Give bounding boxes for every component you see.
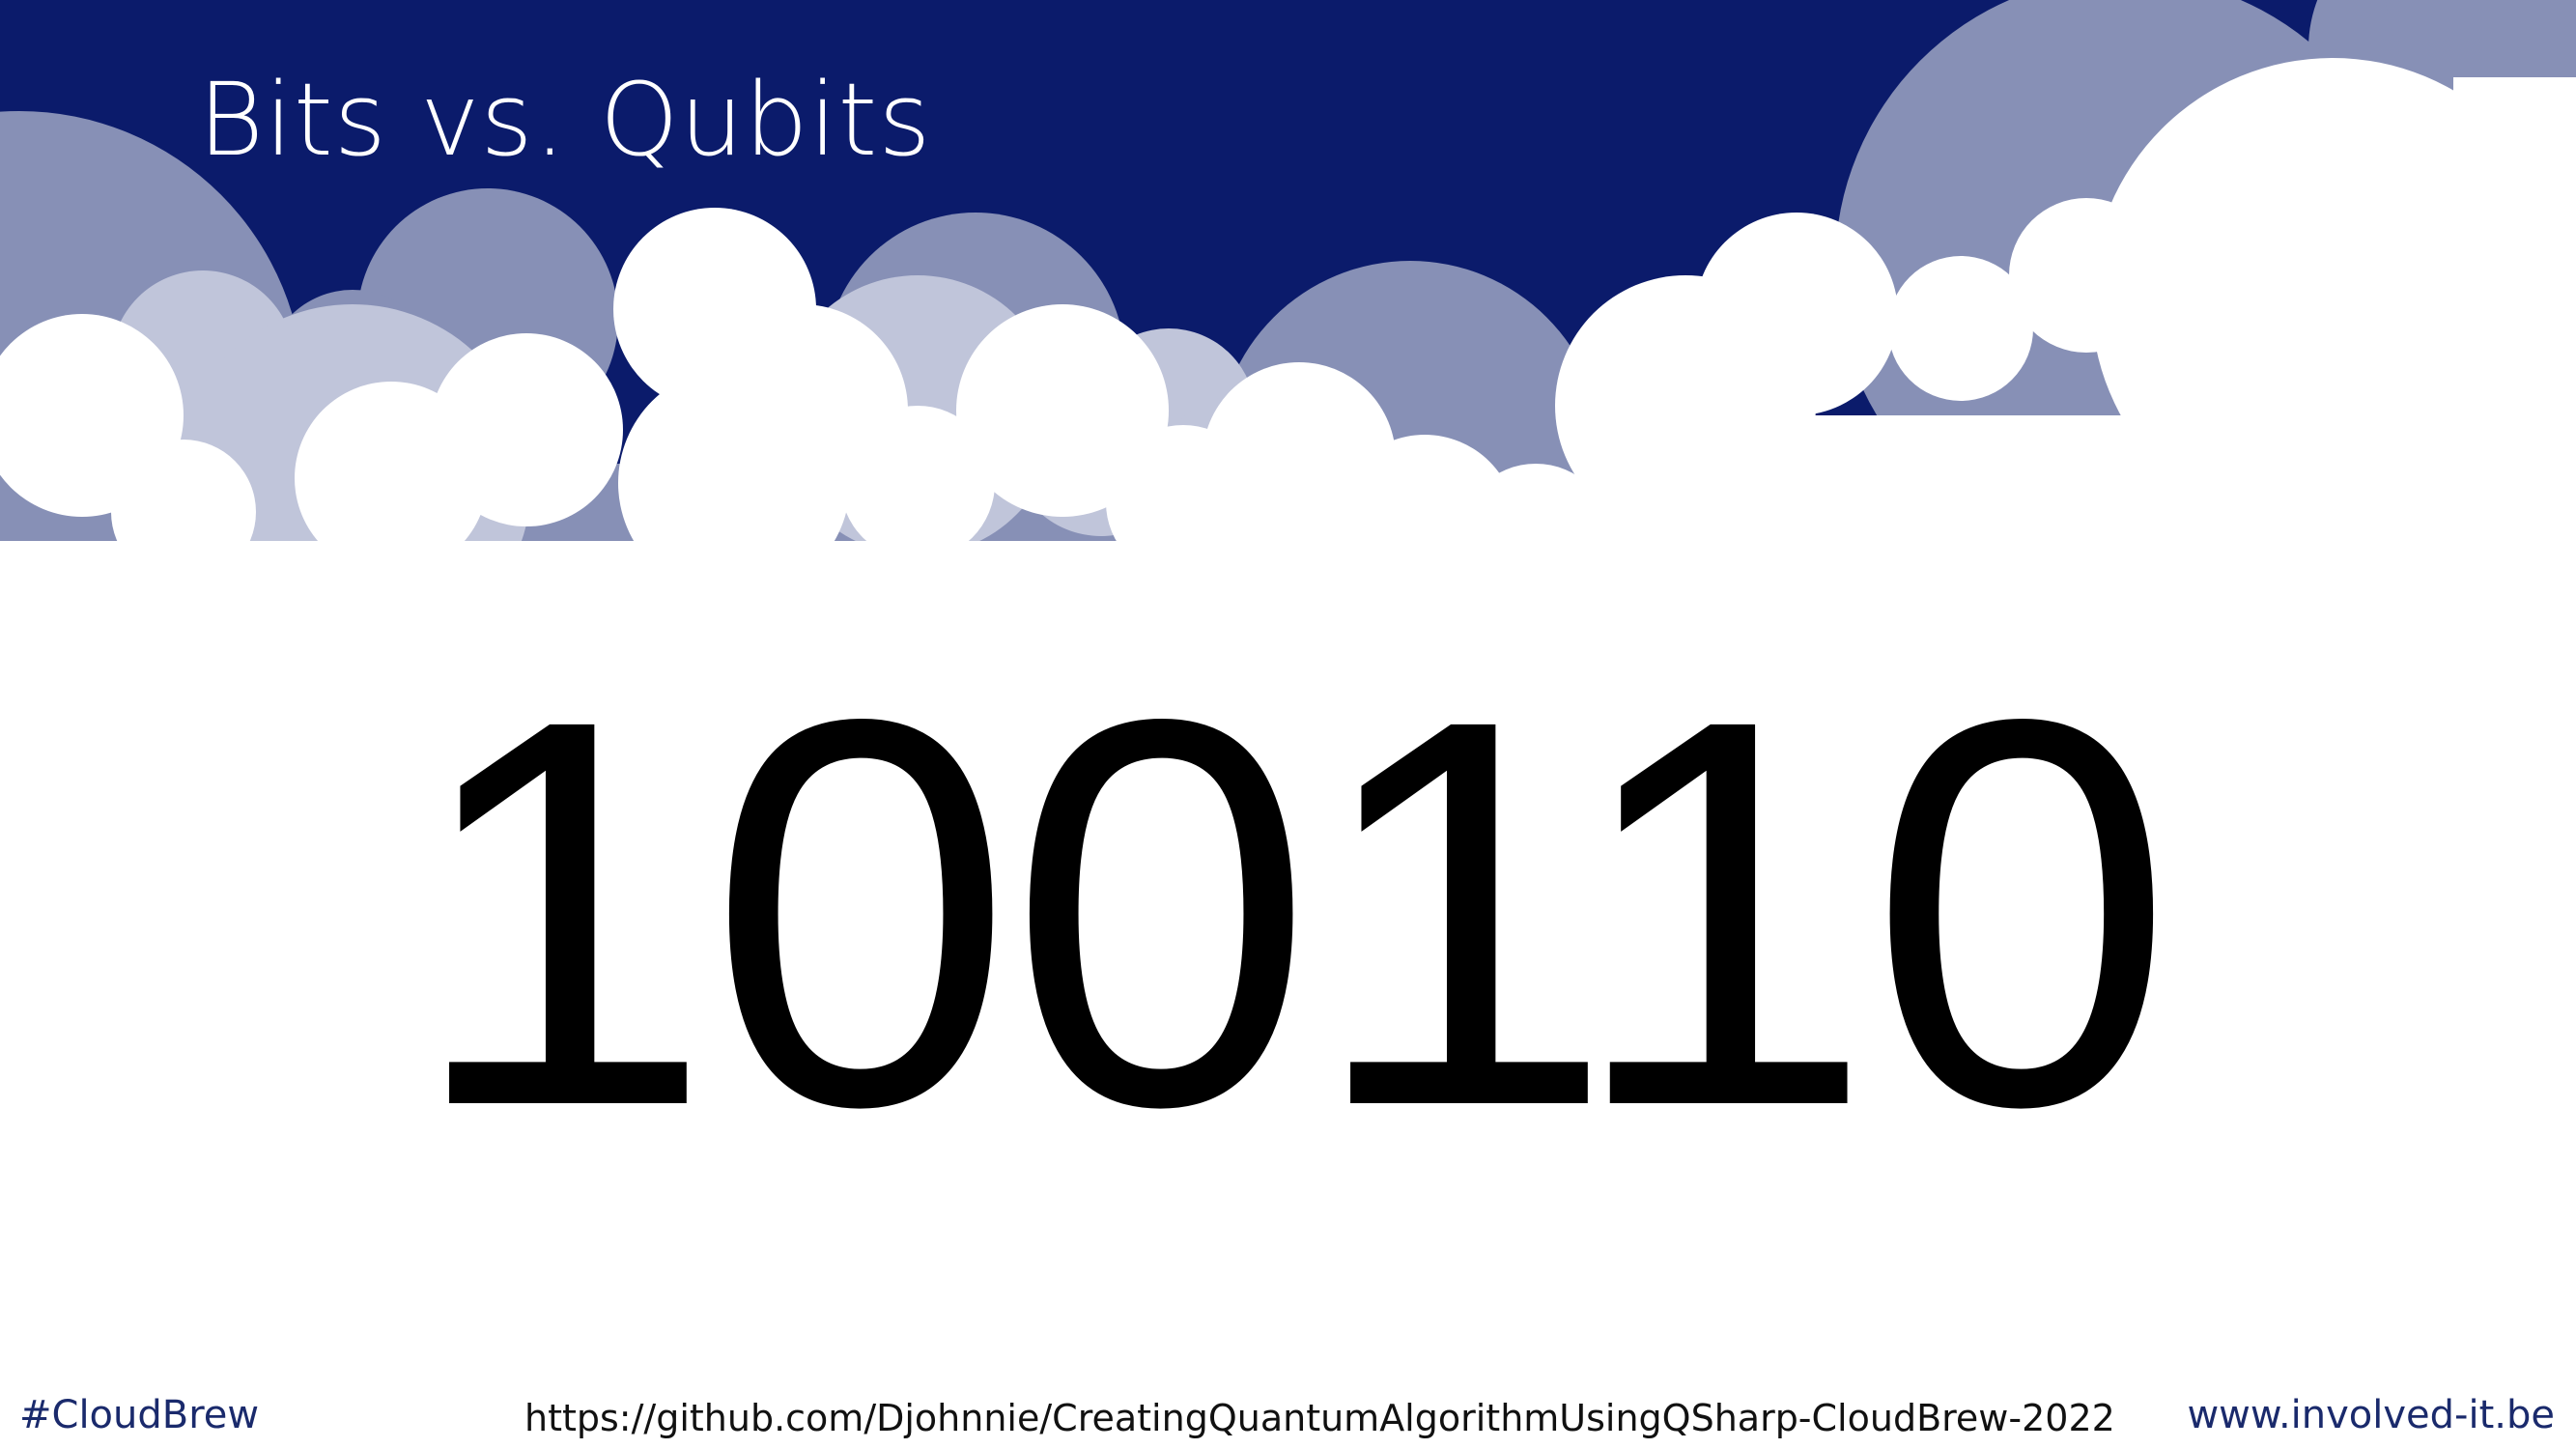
- footer-website[interactable]: www.involved-it.be: [2187, 1393, 2555, 1437]
- slide-title: Bits vs. Qubits: [198, 61, 932, 179]
- binary-number: 100110: [407, 605, 2175, 1220]
- footer-github-url[interactable]: https://github.com/Djohnnie/CreatingQuan…: [524, 1397, 2115, 1439]
- footer-hashtag: #CloudBrew: [19, 1393, 260, 1437]
